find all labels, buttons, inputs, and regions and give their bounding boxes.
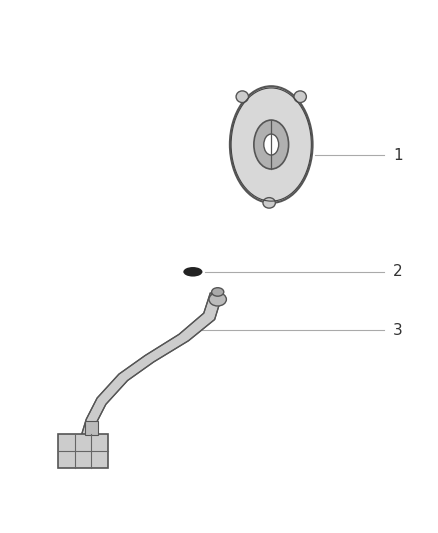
Ellipse shape [236,91,248,102]
Text: 3: 3 [393,322,403,337]
Ellipse shape [294,91,306,102]
FancyBboxPatch shape [58,433,108,468]
Ellipse shape [230,86,313,203]
Polygon shape [82,293,221,439]
Text: 1: 1 [393,148,403,163]
Ellipse shape [209,293,226,306]
Ellipse shape [263,198,276,208]
Ellipse shape [264,134,279,155]
Ellipse shape [254,120,289,169]
Ellipse shape [184,267,202,277]
Ellipse shape [212,288,224,296]
Text: 2: 2 [393,264,403,279]
FancyBboxPatch shape [85,421,98,434]
